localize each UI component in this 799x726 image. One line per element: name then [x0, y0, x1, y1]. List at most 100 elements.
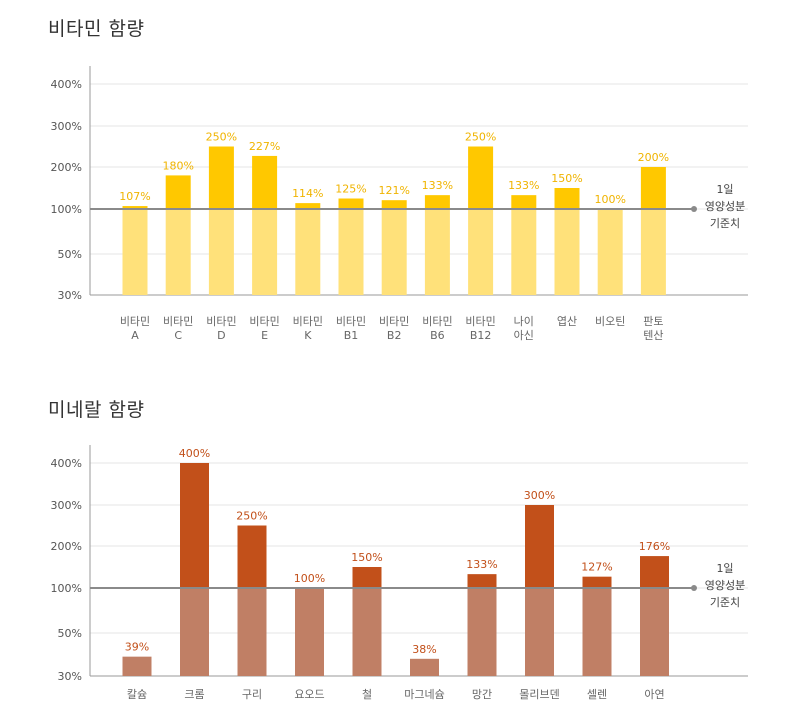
x-tick-label: 요오드 — [294, 688, 324, 701]
bar-value-label: 133% — [466, 558, 497, 571]
x-tick-label: 비오틴 — [595, 315, 625, 328]
bar-lower — [165, 209, 191, 295]
bar-value-label: 38% — [412, 643, 436, 656]
bar-value-label: 114% — [292, 187, 323, 200]
bar-value-label: 39% — [125, 641, 149, 654]
x-tick-label: 마그네슘 — [404, 688, 444, 701]
x-tick-label: 비타민 — [336, 315, 366, 328]
y-tick-label: 50% — [58, 248, 82, 261]
bar-lower — [352, 588, 382, 676]
y-tick-label: 30% — [58, 289, 82, 302]
bar — [640, 167, 666, 209]
y-tick-label: 400% — [51, 457, 82, 470]
bar-value-label: 300% — [524, 489, 555, 502]
x-tick-label: B1 — [344, 329, 359, 342]
x-tick-label: 나이 — [514, 315, 534, 328]
y-tick-label: 300% — [51, 120, 82, 133]
y-tick-label: 400% — [51, 78, 82, 91]
bar-value-label: 227% — [249, 140, 280, 153]
x-tick-label: E — [261, 329, 268, 342]
x-tick-label: B6 — [430, 329, 445, 342]
x-tick-label: 아연 — [644, 688, 664, 701]
bar — [554, 188, 580, 209]
bar — [165, 175, 191, 209]
y-tick-label: 200% — [51, 161, 82, 174]
x-tick-label: 비타민 — [249, 315, 279, 328]
bar-value-label: 100% — [294, 572, 325, 585]
bar-value-label: 133% — [508, 179, 539, 192]
reference-label: 영양성분 — [705, 579, 745, 592]
x-tick-label: B2 — [387, 329, 402, 342]
reference-line-dot — [691, 585, 697, 591]
bar-value-label: 180% — [162, 159, 193, 172]
bar-value-label: 250% — [236, 510, 267, 523]
bar — [295, 588, 324, 676]
bar — [252, 155, 278, 209]
bar-value-label: 250% — [206, 131, 237, 144]
reference-label: 기준치 — [710, 596, 740, 609]
x-tick-label: A — [131, 329, 139, 342]
bar — [640, 556, 669, 588]
reference-label: 1일 — [716, 561, 733, 575]
bar-value-label: 200% — [638, 151, 669, 164]
bar-value-label: 150% — [551, 172, 582, 185]
bar — [208, 146, 234, 209]
bar — [381, 200, 407, 209]
x-tick-label: 칼슘 — [127, 688, 147, 701]
bar — [582, 576, 612, 588]
bar-lower — [525, 588, 554, 676]
bar — [468, 146, 494, 209]
x-tick-label: 망간 — [472, 688, 492, 701]
mineral-chart-title: 미네랄 함량 — [48, 399, 145, 421]
bar — [424, 195, 450, 209]
y-tick-label: 100% — [51, 582, 82, 595]
mineral-chart: 30% 50% 100% 200% 300% 400% 39% 칼슘 400% 크롬 250% 구리 1… — [51, 445, 748, 701]
bar-lower — [511, 209, 537, 295]
bar-lower — [252, 209, 278, 295]
vitamin-chart: 30%50%100%200%300%400%107%비타민A180%비타민C25… — [51, 66, 748, 342]
bar-lower — [237, 588, 267, 676]
bar-lower — [295, 209, 321, 295]
bar-lower — [381, 209, 407, 295]
x-tick-label: 비타민 — [422, 315, 452, 328]
bar — [352, 567, 382, 588]
x-tick-label: 판토 — [643, 315, 663, 328]
x-tick-label: 셀렌 — [587, 688, 607, 701]
y-tick-label: 50% — [58, 627, 82, 640]
bar — [511, 195, 537, 209]
x-tick-label: 텐산 — [643, 329, 663, 342]
bar-lower — [467, 588, 497, 676]
reference-line-dot — [691, 206, 697, 212]
x-tick-label: 구리 — [242, 688, 262, 701]
x-tick-label: C — [174, 329, 182, 342]
bar-value-label: 100% — [594, 193, 625, 206]
x-tick-label: 크롬 — [184, 688, 204, 701]
bar-lower — [424, 209, 450, 295]
bar-lower — [640, 209, 666, 295]
bar — [180, 463, 209, 588]
bar-lower — [640, 588, 669, 676]
bar-lower — [554, 209, 580, 295]
bar-value-label: 150% — [351, 551, 382, 564]
bar-value-label: 127% — [581, 561, 612, 574]
x-tick-label: 비타민 — [293, 315, 323, 328]
bar-lower — [180, 588, 209, 676]
x-tick-label: K — [304, 329, 312, 342]
bar-value-label: 133% — [422, 179, 453, 192]
bar-lower — [122, 209, 148, 295]
bar — [410, 658, 439, 676]
bar — [338, 198, 364, 209]
bar — [295, 203, 321, 209]
x-tick-label: 비타민 — [206, 315, 236, 328]
bar — [525, 505, 554, 588]
x-tick-label: 비타민 — [163, 315, 193, 328]
bar-value-label: 400% — [179, 447, 210, 460]
bar — [237, 525, 267, 588]
x-tick-label: 비타민 — [465, 315, 495, 328]
x-tick-label: 아신 — [514, 329, 534, 342]
x-tick-label: 몰리브덴 — [519, 688, 559, 701]
bar-lower — [468, 209, 494, 295]
bar — [597, 209, 623, 295]
x-tick-label: 비타민 — [379, 315, 409, 328]
bar-lower — [338, 209, 364, 295]
